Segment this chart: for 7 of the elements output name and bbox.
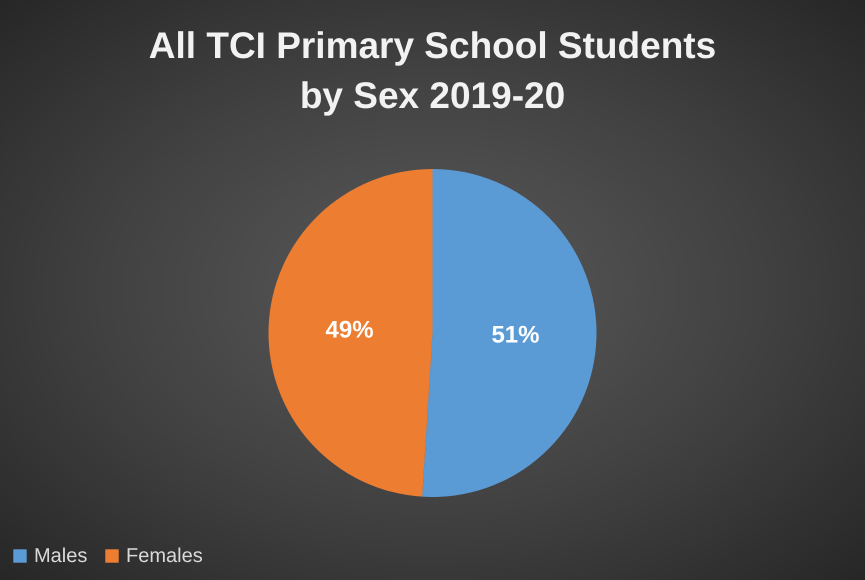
legend-label: Males: [34, 545, 88, 567]
data-label: 49%: [326, 316, 374, 344]
legend-label: Females: [126, 545, 203, 567]
chart-title: All TCI Primary School Students by Sex 2019-20: [148, 25, 716, 116]
pie-slice: [422, 169, 596, 497]
pie-slice: [268, 169, 432, 497]
data-label: 51%: [491, 322, 540, 349]
